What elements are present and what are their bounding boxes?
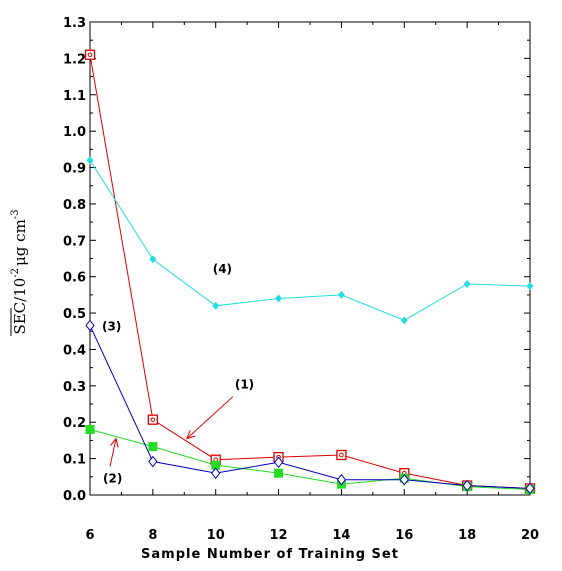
data-point-s3 bbox=[462, 479, 472, 492]
y-tick-label: 0.4 bbox=[63, 343, 86, 358]
y-tick-label: 1.0 bbox=[63, 125, 86, 140]
annotations: (4) (3) (1) (2) bbox=[102, 262, 254, 486]
annotation-label-s1: (1) bbox=[235, 378, 254, 392]
data-point-s3 bbox=[336, 473, 347, 486]
data-point-s2 bbox=[211, 460, 221, 470]
x-tick-label: 8 bbox=[148, 528, 157, 543]
series-line-s1 bbox=[89, 54, 531, 489]
y-tick-label: 0.1 bbox=[63, 453, 86, 468]
y-tick-label: 0.2 bbox=[63, 416, 86, 431]
y-tick-label: 1.3 bbox=[63, 16, 86, 31]
series-markers bbox=[84, 49, 536, 495]
y-tick-label: 0.5 bbox=[63, 307, 86, 322]
data-point-s3 bbox=[525, 482, 535, 495]
data-point-s1 bbox=[84, 49, 96, 60]
data-point-s4 bbox=[149, 255, 157, 264]
data-point-s4 bbox=[463, 279, 471, 288]
x-tick-label: 14 bbox=[332, 528, 350, 543]
annotation-arrowhead-s1 bbox=[186, 430, 196, 440]
annotation-arrow-s1 bbox=[186, 396, 234, 439]
y-axis-title-exp1: -2 bbox=[10, 268, 21, 278]
data-point-s3 bbox=[148, 455, 158, 468]
y-axis-title-main: SEC/10 bbox=[11, 278, 29, 335]
y-tick-label: 0.0 bbox=[63, 489, 86, 504]
y-tick-label: 1.1 bbox=[63, 89, 86, 104]
data-point-s2 bbox=[85, 425, 95, 435]
x-tick-label: 18 bbox=[458, 528, 476, 543]
annotation-arrow-s2 bbox=[109, 438, 117, 467]
data-point-s1 bbox=[147, 414, 159, 425]
annotation-label-s4: (4) bbox=[213, 262, 232, 276]
x-tick-label: 20 bbox=[521, 528, 539, 543]
y-tick-label: 0.8 bbox=[63, 198, 86, 213]
x-tick-label: 10 bbox=[207, 528, 225, 543]
y-axis-title: SEC/10-2 μg cm-3 bbox=[10, 209, 29, 336]
data-point-s4 bbox=[337, 290, 345, 299]
data-point-s4 bbox=[275, 294, 283, 303]
series-line-s3 bbox=[89, 325, 531, 489]
x-tick-label: 6 bbox=[85, 528, 94, 543]
series-lines bbox=[89, 54, 531, 491]
series-line-s2 bbox=[89, 429, 531, 491]
data-point-s2 bbox=[274, 468, 284, 478]
annotation-label-s2: (2) bbox=[103, 472, 122, 486]
x-tick-label: 16 bbox=[395, 528, 413, 543]
data-point-s2 bbox=[148, 442, 158, 452]
y-tick-label: 0.9 bbox=[63, 162, 86, 177]
y-axis-title-text: SEC/10-2 μg cm-3 bbox=[10, 209, 29, 334]
y-axis-title-unit: μg cm bbox=[11, 219, 29, 266]
data-point-s4 bbox=[86, 156, 94, 165]
annotation-label-s3: (3) bbox=[102, 319, 121, 333]
data-point-s3 bbox=[211, 467, 221, 479]
y-axis-title-exp2: -3 bbox=[10, 209, 21, 219]
data-point-s4 bbox=[526, 282, 534, 291]
data-point-s3 bbox=[85, 319, 95, 332]
y-tick-label: 0.3 bbox=[63, 380, 86, 395]
series-line-s4 bbox=[89, 159, 531, 321]
x-tick-label: 12 bbox=[270, 528, 288, 543]
data-point-s1 bbox=[336, 449, 347, 461]
x-axis-title: Sample Number of Training Set bbox=[141, 547, 399, 562]
data-point-s3 bbox=[273, 456, 284, 469]
data-point-s4 bbox=[400, 316, 408, 325]
y-tick-label: 0.7 bbox=[63, 234, 86, 249]
y-tick-label: 0.6 bbox=[63, 271, 86, 286]
data-point-s4 bbox=[212, 301, 220, 310]
annotation-arrowhead-s2 bbox=[110, 437, 119, 448]
data-point-s3 bbox=[399, 473, 409, 486]
axis-tick-labels: 0.0 0.1 0.2 0.3 0.4 0.5 0.6 0.7 0.8 0.9 1.0 1.1 1.2 1… bbox=[63, 16, 539, 543]
y-tick-label: 1.2 bbox=[63, 52, 86, 67]
